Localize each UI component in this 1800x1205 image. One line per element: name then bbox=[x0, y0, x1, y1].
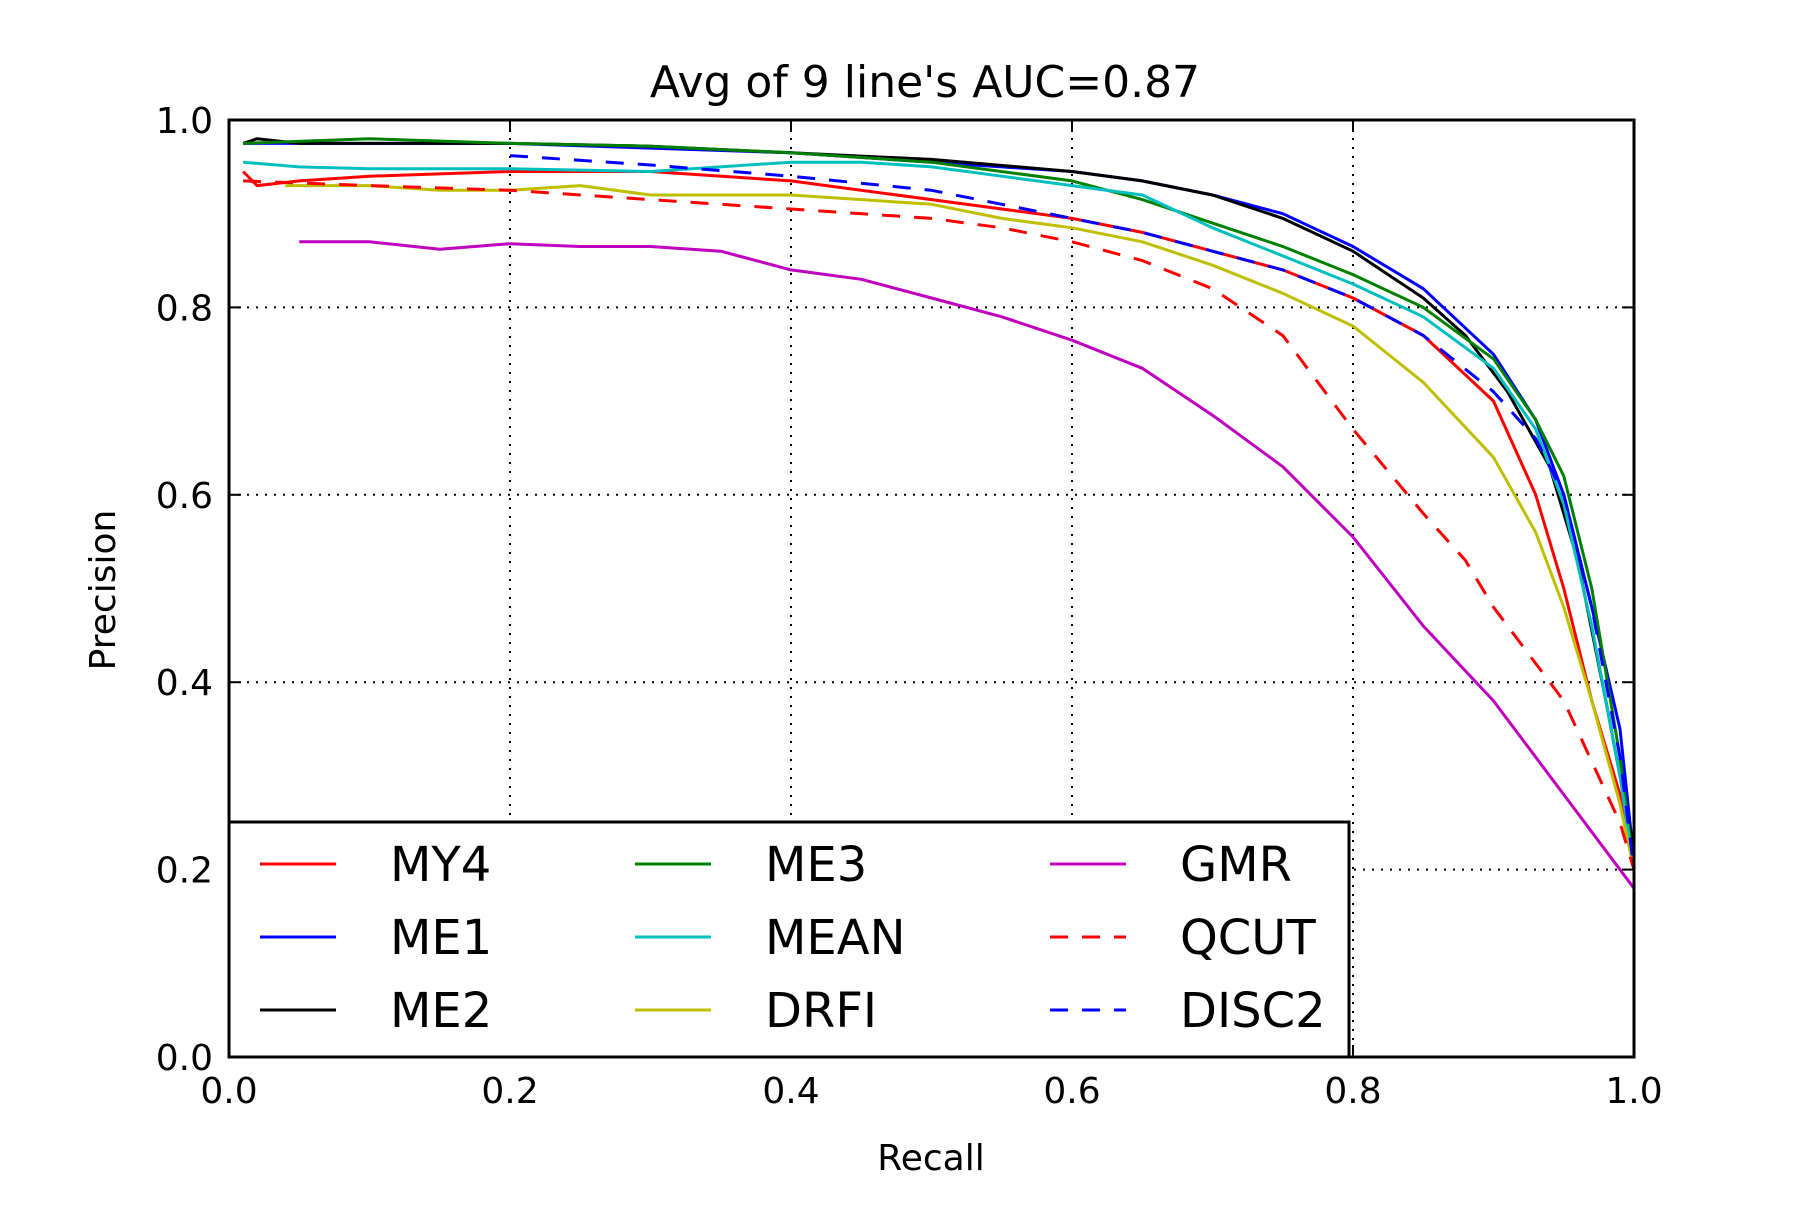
legend-label-me2: ME2 bbox=[390, 983, 492, 1039]
axis-ticks: 0.0 0.2 0.4 0.6 0.8 1.0 0.0 0.2 0.4 0.6 0.8 1.0 bbox=[156, 101, 1663, 1112]
series-lines bbox=[242, 137, 1636, 890]
x-tick-label: 0.8 bbox=[1324, 1071, 1381, 1112]
legend-label-mean: MEAN bbox=[765, 910, 905, 966]
legend-box bbox=[227, 820, 1351, 1059]
series-line-disc2 bbox=[509, 154, 1636, 870]
series-line-qcut bbox=[243, 179, 1636, 871]
legend-label-gmr: GMR bbox=[1180, 837, 1292, 893]
series-line-gmr bbox=[299, 240, 1636, 890]
series-line-me3 bbox=[243, 137, 1636, 870]
series-line-my4 bbox=[242, 170, 1636, 870]
y-tick-label: 0.0 bbox=[156, 1038, 213, 1079]
legend-label-my4: MY4 bbox=[390, 837, 491, 893]
x-tick-label: 0.2 bbox=[481, 1071, 538, 1112]
legend-label-disc2: DISC2 bbox=[1180, 983, 1326, 1039]
y-tick-label: 0.8 bbox=[156, 288, 213, 329]
x-tick-label: 1.0 bbox=[1605, 1071, 1662, 1112]
legend-label-me3: ME3 bbox=[765, 837, 867, 893]
legend-label-me1: ME1 bbox=[390, 910, 492, 966]
y-tick-label: 0.6 bbox=[156, 476, 213, 517]
y-tick-label: 0.4 bbox=[156, 663, 213, 704]
legend: MY4 ME1 ME2 ME3 MEAN DRFI GMR QCUT DISC2 bbox=[227, 820, 1351, 1059]
legend-label-drfi: DRFI bbox=[765, 983, 877, 1039]
y-axis-label: Precision bbox=[83, 510, 124, 671]
series-line-me1 bbox=[243, 141, 1636, 861]
series-line-drfi bbox=[285, 184, 1636, 870]
legend-label-qcut: QCUT bbox=[1180, 910, 1316, 966]
x-tick-label: 0.6 bbox=[1043, 1071, 1100, 1112]
y-tick-label: 1.0 bbox=[156, 101, 213, 142]
x-axis-label: Recall bbox=[877, 1138, 984, 1179]
series-line-me2 bbox=[242, 137, 1636, 852]
x-tick-label: 0.0 bbox=[200, 1071, 257, 1112]
chart-title: Avg of 9 line's AUC=0.87 bbox=[650, 57, 1200, 108]
y-tick-label: 0.2 bbox=[156, 851, 213, 892]
x-tick-label: 0.4 bbox=[762, 1071, 819, 1112]
